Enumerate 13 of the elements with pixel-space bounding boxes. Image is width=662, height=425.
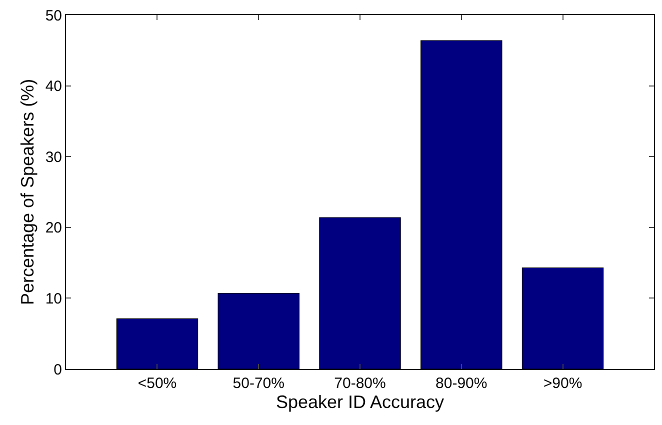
x-tick-label: 80-90%: [436, 375, 488, 392]
y-tick-label: 10: [45, 290, 62, 308]
x-tick-label: <50%: [138, 375, 177, 392]
x-tick-label: >90%: [543, 375, 582, 392]
y-tick-label: 20: [45, 220, 62, 237]
y-tick-label: 0: [54, 361, 62, 378]
x-tick-label: 50-70%: [232, 375, 284, 392]
x-axis-title: Speaker ID Accuracy: [276, 392, 444, 412]
y-tick-label: 40: [45, 78, 62, 96]
y-axis-title: Percentage of Speakers (%): [18, 78, 38, 306]
y-tick-label: 50: [45, 7, 62, 24]
x-tick-label: 70-80%: [334, 375, 386, 392]
y-tick-label: 30: [45, 148, 62, 166]
